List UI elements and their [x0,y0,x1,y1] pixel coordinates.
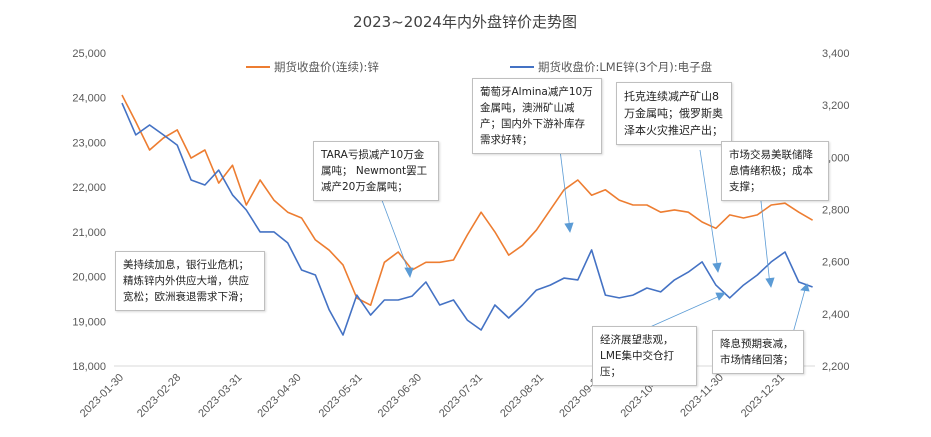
annotation-lme-warrants: 经济展望悲观，LME集中交仓打压； [592,326,697,386]
x-tick-label: 2023-01-30 [78,372,126,420]
annotation-rate-hike: 美持续加息，银行业危机；精炼锌内外供应大增，供应宽松；欧洲衰退需求下滑； [115,251,265,311]
legend-label-lme: 期货收盘价:LME锌(3个月):电子盘 [538,60,712,74]
series-line-lme-zinc [121,102,813,336]
x-tick-label: 2023-12-31 [739,372,787,420]
y-right-tick-label: 2,200 [822,361,850,373]
y-right-tick-label: 2,400 [822,309,850,321]
arrow-tara [379,194,411,276]
x-tick-label: 2023-03-31 [196,372,244,420]
y-left-tick-label: 23,000 [72,137,106,149]
y-left-tick-label: 19,000 [72,316,106,328]
annotation-trafigura: 托克连续减产矿山8万金属吨；俄罗斯奥泽本火灾推迟产出； [616,82,732,145]
arrow-head [564,222,574,233]
arrow-head [712,262,722,273]
y-left-tick-label: 21,000 [72,227,106,239]
arrow-head [800,283,810,292]
legend-label-shfe: 期货收盘价(连续):锌 [274,60,379,74]
annotation-rate-cut-fade: 降息预期衰减，市场情绪回落； [712,330,804,374]
y-right-tick-label: 3,200 [822,100,850,112]
arrow-head [765,277,775,288]
arrow-trafigura [699,149,719,271]
y-right-tick-label: 2,600 [822,257,850,269]
annotation-arrows [379,149,810,334]
y-left-tick-label: 20,000 [72,272,106,284]
arrow-head [715,292,726,301]
series-line-shfe-zinc [121,94,814,307]
y-left-tick-label: 24,000 [72,93,106,105]
y-left-tick-label: 25,000 [72,48,106,60]
x-tick-label: 2023-06-30 [376,372,424,420]
annotation-fed: 市场交易美联储降息情绪积极；成本支撑； [721,141,829,201]
x-tick-label: 2023-08-31 [498,372,546,420]
x-tick-label: 2023-05-31 [317,372,365,420]
x-tick-label: 2023-02-28 [135,372,183,420]
arrow-lme [649,294,723,328]
arrow-almina [559,149,571,231]
y-right-tick-label: 3,400 [822,48,850,60]
arrow-fed [759,191,771,286]
y-left-tick-label: 18,000 [72,361,106,373]
x-tick-label: 2023-04-30 [255,372,303,420]
annotation-almina: 葡萄牙Almina减产10万金属吨，澳洲矿山减产；国内外下游补库存需求好转； [472,78,602,154]
arrow-rate [792,285,807,334]
chart-title: 2023~2024年内外盘锌价走势图 [353,13,577,31]
annotation-tara: TARA亏损减产10万金属吨； Newmont罢工减产20万金属吨； [313,141,439,201]
y-right-tick-label: 2,800 [822,205,850,217]
y-left-tick-label: 22,000 [72,182,106,194]
x-tick-label: 2023-07-31 [437,372,485,420]
arrow-head [404,267,414,278]
legend: 期货收盘价(连续):锌 期货收盘价:LME锌(3个月):电子盘 [246,60,712,74]
